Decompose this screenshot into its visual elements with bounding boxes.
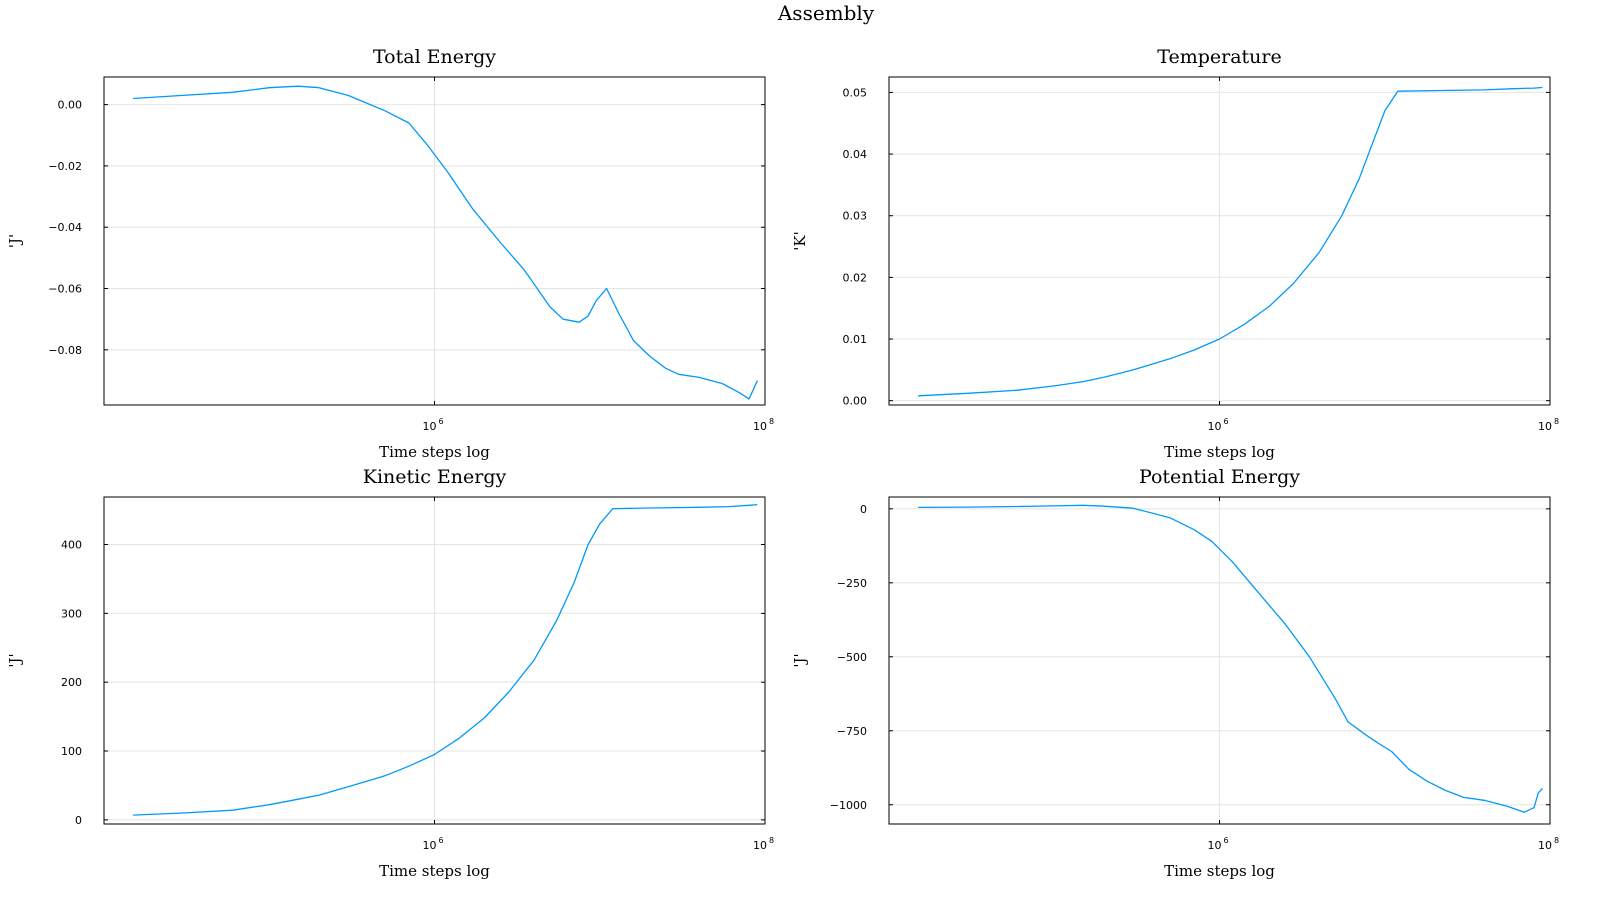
total-energy-xtick-label-1: 10 8: [753, 417, 774, 433]
total-energy-xlabel: Time steps log: [379, 443, 490, 461]
potential-energy-xtick-exp-1: 8: [1554, 836, 1559, 845]
temperature-ytick-label-0: 0.00: [843, 395, 868, 408]
kinetic-energy-xtick-exp-0: 6: [439, 836, 444, 845]
temperature-ytick-label-5: 0.05: [843, 86, 868, 99]
potential-energy-series-line-0: [918, 504, 1543, 813]
kinetic-energy-ytick-label-0: 0: [75, 814, 82, 827]
figure-title: Assembly: [777, 1, 875, 25]
kinetic-energy-xtick-exp-1: 8: [769, 836, 774, 845]
total-energy-xtick-base-0: 10: [423, 420, 437, 433]
total-energy-xtick-exp-0: 6: [439, 417, 444, 426]
kinetic-energy-ytick-label-4: 400: [61, 539, 82, 552]
potential-energy-xtick-exp-0: 6: [1224, 836, 1229, 845]
potential-energy-ytick-label-0: 0: [860, 503, 867, 516]
temperature-ylabel: 'K': [791, 231, 809, 250]
temperature-xtick-base-1: 10: [1538, 420, 1552, 433]
total-energy-xtick-exp-1: 8: [769, 417, 774, 426]
total-energy-ylabel: 'J': [6, 234, 24, 248]
potential-energy-xlabel: Time steps log: [1164, 862, 1275, 880]
kinetic-energy-ytick-label-3: 300: [61, 607, 82, 620]
kinetic-energy-ytick-label-1: 100: [61, 745, 82, 758]
kinetic-energy-xtick-label-0: 10 6: [423, 836, 444, 852]
kinetic-energy-xlabel: Time steps log: [379, 862, 490, 880]
kinetic-energy-xtick-label-1: 10 8: [753, 836, 774, 852]
kinetic-energy-xtick-base-0: 10: [423, 839, 437, 852]
temperature-ytick-label-4: 0.04: [843, 148, 868, 161]
total-energy-xtick-label-0: 10 6: [423, 417, 444, 433]
potential-energy-xtick-label-0: 10 6: [1208, 836, 1229, 852]
temperature-ytick-label-2: 0.02: [843, 271, 868, 284]
total-energy-title: Total Energy: [373, 46, 496, 68]
temperature-series-line-0: [918, 86, 1543, 397]
total-energy-ytick-label-3: −0.06: [48, 283, 82, 296]
temperature-xtick-label-0: 10 6: [1208, 417, 1229, 433]
temperature-xtick-exp-1: 8: [1554, 417, 1559, 426]
total-energy-series-line-0: [133, 85, 758, 400]
potential-energy-ytick-label-3: −750: [837, 725, 867, 738]
total-energy-ytick-label-2: −0.04: [48, 221, 82, 234]
potential-energy-ylabel: 'J': [791, 653, 809, 667]
temperature-xlabel: Time steps log: [1164, 443, 1275, 461]
kinetic-energy-ytick-label-2: 200: [61, 676, 82, 689]
potential-energy-xtick-base-1: 10: [1538, 839, 1552, 852]
potential-energy-ytick-label-2: −500: [837, 651, 867, 664]
temperature-ytick-label-1: 0.01: [843, 333, 868, 346]
kinetic-energy-xtick-base-1: 10: [753, 839, 767, 852]
total-energy-ytick-label-4: −0.08: [48, 344, 82, 357]
temperature-ytick-label-3: 0.03: [843, 210, 868, 223]
potential-energy-xtick-base-0: 10: [1208, 839, 1222, 852]
kinetic-energy-title: Kinetic Energy: [363, 466, 507, 488]
potential-energy-xtick-label-1: 10 8: [1538, 836, 1559, 852]
potential-energy-ytick-label-4: −1000: [830, 799, 867, 812]
temperature-title: Temperature: [1157, 46, 1281, 68]
temperature-xtick-label-1: 10 8: [1538, 417, 1559, 433]
potential-energy-ytick-label-1: −250: [837, 577, 867, 590]
kinetic-energy-ylabel: 'J': [6, 653, 24, 667]
total-energy-ytick-label-0: 0.00: [58, 99, 83, 112]
temperature-xtick-exp-0: 6: [1224, 417, 1229, 426]
total-energy-ytick-label-1: −0.02: [48, 160, 82, 173]
potential-energy-title: Potential Energy: [1139, 466, 1300, 488]
total-energy-xtick-base-1: 10: [753, 420, 767, 433]
temperature-xtick-base-0: 10: [1208, 420, 1222, 433]
kinetic-energy-series-line-0: [133, 503, 758, 816]
